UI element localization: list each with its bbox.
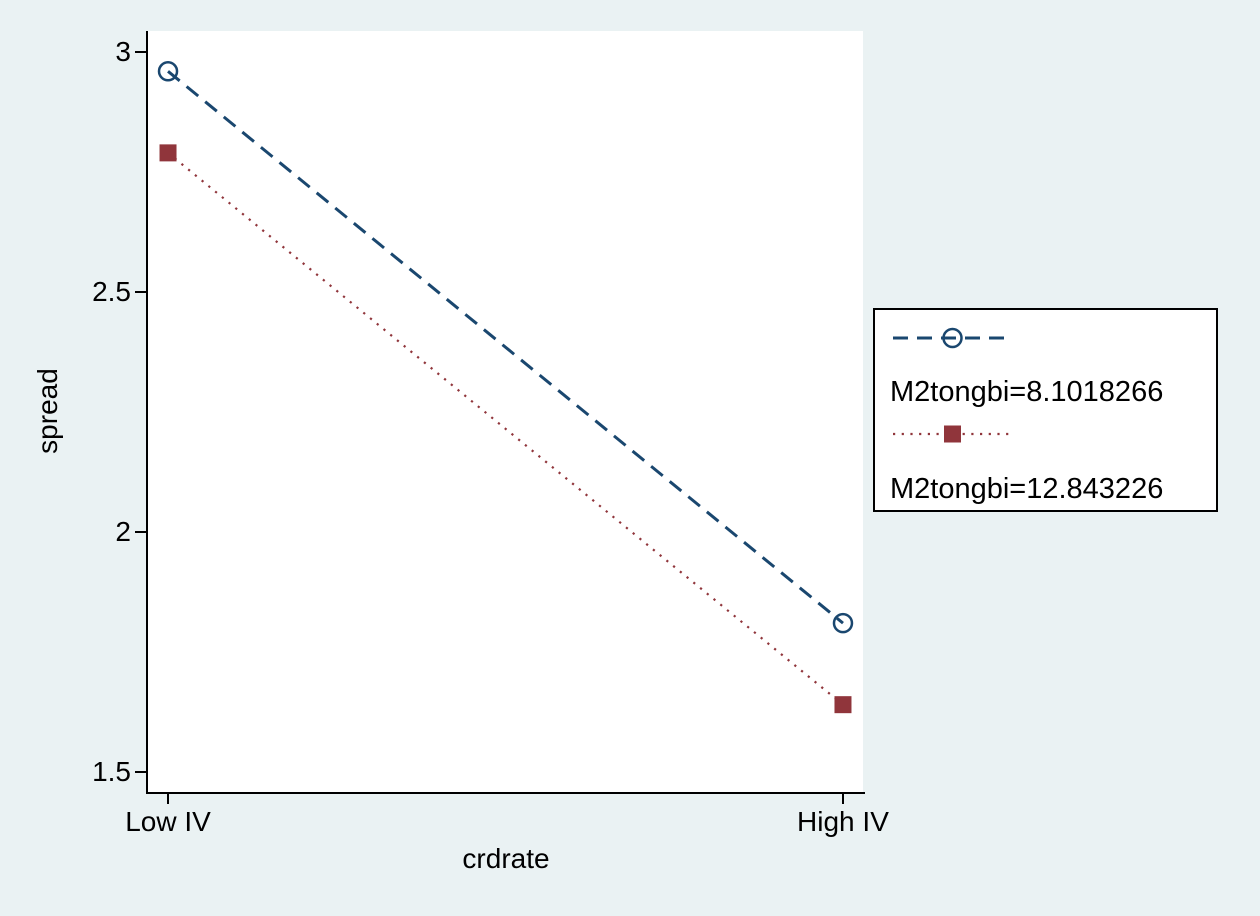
x-tick-mark: [841, 794, 844, 804]
x-axis-line: [146, 792, 865, 794]
legend: M2tongbi=8.1018266 M2tongbi=12.843226: [873, 308, 1218, 512]
y-tick-label: 2: [115, 515, 131, 547]
y-axis-title: spread: [32, 368, 63, 454]
series-line-1: [167, 70, 844, 625]
y-tick-mark: [135, 291, 146, 294]
x-tick-label: Low IV: [125, 806, 211, 837]
legend-label-series-2: M2tongbi=12.843226: [890, 473, 1164, 505]
x-axis-title: crdrate: [462, 843, 550, 874]
marker-open-circle: [832, 612, 854, 634]
y-axis-line: [146, 31, 148, 794]
legend-symbol-series-2: [893, 425, 1012, 443]
chart-canvas: [157, 61, 854, 714]
y-tick-mark: [135, 770, 146, 773]
marker-open-circle: [942, 327, 963, 349]
x-tick-label: High IV: [797, 806, 889, 837]
marker-filled-square: [944, 425, 961, 443]
marker-filled-square: [834, 696, 852, 714]
legend-label-series-1: M2tongbi=8.1018266: [890, 376, 1164, 408]
y-tick-label: 1.5: [92, 755, 131, 787]
y-tick-label: 2.5: [92, 276, 131, 308]
marker-open-circle: [157, 61, 179, 82]
legend-symbol-series-1: [893, 327, 1012, 349]
x-tick-mark: [167, 794, 170, 804]
plot-area: [148, 31, 863, 792]
series-line-2: [167, 152, 844, 706]
y-tick-mark: [135, 530, 146, 533]
y-tick-mark: [135, 51, 146, 54]
y-tick-label: 3: [115, 36, 131, 68]
marker-filled-square: [159, 144, 177, 162]
